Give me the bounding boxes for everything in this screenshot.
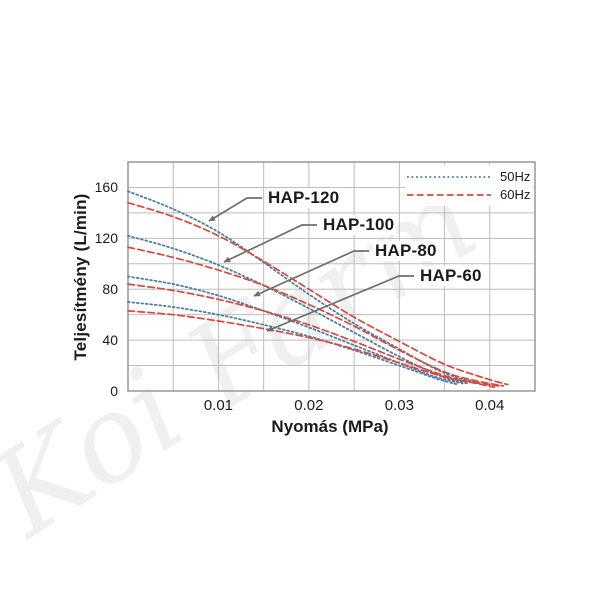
- annotation-label-hap-80: HAP-80: [373, 241, 439, 261]
- x-tick-label-0.04: 0.04: [475, 397, 505, 414]
- annotation-label-hap-120: HAP-120: [266, 188, 342, 208]
- y-tick-label-80: 80: [102, 281, 118, 298]
- legend-item-60hz: 60Hz: [405, 188, 533, 201]
- x-tick-label-0.01: 0.01: [203, 397, 234, 414]
- curve-hap-80-50hz: [127, 275, 464, 385]
- legend-swatch-60hz-dashed-line-icon: [407, 193, 491, 196]
- curve-hap-60-60hz: [127, 310, 496, 389]
- annotation-arrow-hap-60: [266, 275, 414, 332]
- legend-item-50hz: 50Hz: [405, 170, 533, 183]
- annotation-label-hap-60: HAP-60: [418, 266, 484, 286]
- y-tick-label-40: 40: [102, 332, 118, 349]
- legend-label-60hz: 60Hz: [500, 187, 531, 202]
- legend-label-50hz: 50Hz: [500, 169, 531, 184]
- y-tick-label-160: 160: [94, 179, 118, 196]
- curve-hap-120-60hz: [127, 201, 509, 386]
- curve-hap-100-60hz: [127, 246, 505, 387]
- annotation-arrow-hap-100: [223, 224, 317, 263]
- legend: 50Hz 60Hz: [405, 165, 533, 206]
- annotation-arrow-hap-80: [253, 250, 369, 297]
- y-tick-label-120: 120: [94, 230, 118, 247]
- x-tick-label-0.02: 0.02: [294, 397, 324, 414]
- curve-hap-60-50hz: [127, 301, 459, 386]
- curve-hap-80-60hz: [127, 283, 500, 387]
- x-tick-label-0.03: 0.03: [384, 397, 414, 414]
- annotation-label-hap-100: HAP-100: [321, 215, 397, 235]
- curve-hap-120-50hz: [127, 190, 482, 385]
- annotation-arrow-hap-120: [208, 197, 262, 222]
- legend-swatch-50hz-dotted-line-icon: [407, 175, 491, 178]
- y-tick-label-0: 0: [110, 383, 118, 399]
- x-axis-title: Nyomás (MPa): [271, 417, 389, 436]
